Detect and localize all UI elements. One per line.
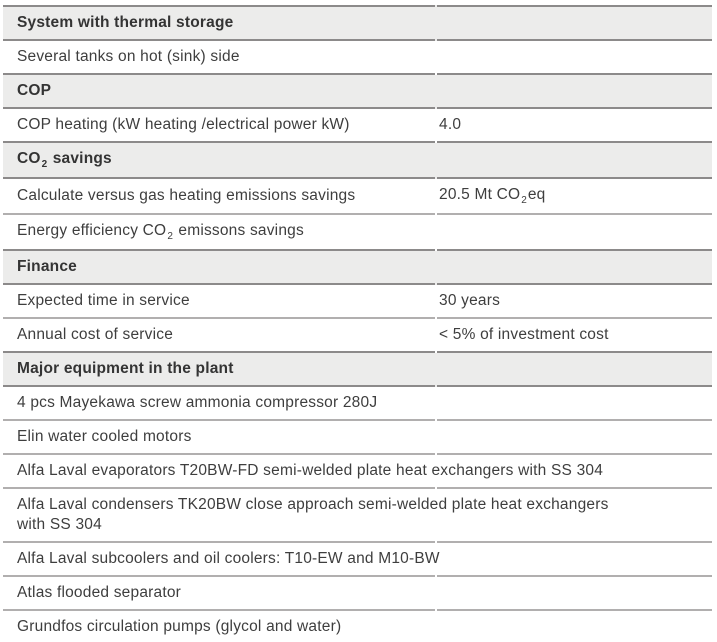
specs-table: System with thermal storage Several tanks…	[1, 5, 714, 642]
section-header-label: CO2 savings	[3, 143, 435, 179]
equipment-text: Alfa Laval evaporators T20BW-FD semi-wel…	[17, 462, 604, 479]
equipment-text: Atlas flooded separator	[17, 584, 182, 601]
spec-row: Calculate versus gas heating emissions s…	[3, 179, 712, 215]
equipment-row: Alfa Laval subcoolers and oil coolers: T…	[3, 543, 712, 577]
equipment-filler	[437, 543, 712, 577]
spec-value: 4.0	[437, 109, 712, 143]
subscript-text: 2	[521, 195, 527, 206]
section-header-row: System with thermal storage	[3, 5, 712, 41]
equipment-filler	[437, 421, 712, 455]
document-page: System with thermal storage Several tanks…	[0, 5, 717, 642]
spec-row: Several tanks on hot (sink) side	[3, 41, 712, 75]
section-header-row: Major equipment in the plant	[3, 353, 712, 387]
section-header-label: System with thermal storage	[3, 5, 435, 41]
spec-value	[437, 215, 712, 251]
specs-table-body: System with thermal storage Several tanks…	[3, 5, 712, 642]
spec-label: Expected time in service	[3, 285, 435, 319]
section-header-filler	[437, 75, 712, 109]
section-header-row: Finance	[3, 251, 712, 285]
subscript-text: 2	[41, 159, 48, 170]
spec-value	[437, 41, 712, 75]
equipment-text: Elin water cooled motors	[17, 428, 192, 445]
equipment-label: Elin water cooled motors	[3, 421, 435, 455]
subscript-text: 2	[167, 231, 173, 242]
spec-value: 20.5 Mt CO2eq	[437, 179, 712, 215]
equipment-label: Alfa Laval subcoolers and oil coolers: T…	[3, 543, 440, 577]
equipment-row: 4 pcs Mayekawa screw ammonia compressor …	[3, 387, 712, 421]
spec-label: Annual cost of service	[3, 319, 435, 353]
equipment-text: 4 pcs Mayekawa screw ammonia compressor …	[17, 394, 378, 411]
section-header-label: Major equipment in the plant	[3, 353, 435, 387]
equipment-text: Grundfos circulation pumps (glycol and w…	[17, 618, 342, 635]
equipment-row: Alfa Laval condensers TK20BW close appro…	[3, 489, 712, 543]
equipment-row: Grundfos circulation pumps (glycol and w…	[3, 611, 712, 642]
equipment-row: Alfa Laval evaporators T20BW-FD semi-wel…	[3, 455, 712, 489]
equipment-filler	[437, 577, 712, 611]
equipment-text: Alfa Laval condensers TK20BW close appro…	[17, 496, 609, 533]
spec-label: Several tanks on hot (sink) side	[3, 41, 435, 75]
section-header-filler	[437, 353, 712, 387]
spec-value: 30 years	[437, 285, 712, 319]
equipment-label: Alfa Laval condensers TK20BW close appro…	[3, 489, 609, 543]
equipment-row: Elin water cooled motors	[3, 421, 712, 455]
section-header-label: Finance	[3, 251, 435, 285]
spec-row: Annual cost of service < 5% of investment…	[3, 319, 712, 353]
spec-row: COP heating (kW heating /electrical powe…	[3, 109, 712, 143]
spec-row: Expected time in service 30 years	[3, 285, 712, 319]
section-header-filler	[437, 143, 712, 179]
equipment-label: 4 pcs Mayekawa screw ammonia compressor …	[3, 387, 435, 421]
equipment-filler	[437, 489, 712, 543]
equipment-text: Alfa Laval subcoolers and oil coolers: T…	[17, 550, 440, 567]
spec-label: Energy efficiency CO2 emissons savings	[3, 215, 435, 251]
equipment-label: Atlas flooded separator	[3, 577, 435, 611]
spec-row: Energy efficiency CO2 emissons savings	[3, 215, 712, 251]
equipment-filler	[437, 611, 712, 642]
equipment-row: Atlas flooded separator	[3, 577, 712, 611]
equipment-label: Alfa Laval evaporators T20BW-FD semi-wel…	[3, 455, 604, 489]
section-header-label: COP	[3, 75, 435, 109]
section-header-filler	[437, 5, 712, 41]
spec-value: < 5% of investment cost	[437, 319, 712, 353]
spec-label: Calculate versus gas heating emissions s…	[3, 179, 435, 215]
section-header-row: COP	[3, 75, 712, 109]
equipment-filler	[437, 387, 712, 421]
section-header-row: CO2 savings	[3, 143, 712, 179]
equipment-filler	[437, 455, 712, 489]
section-header-filler	[437, 251, 712, 285]
spec-label: COP heating (kW heating /electrical powe…	[3, 109, 435, 143]
equipment-label: Grundfos circulation pumps (glycol and w…	[3, 611, 435, 642]
